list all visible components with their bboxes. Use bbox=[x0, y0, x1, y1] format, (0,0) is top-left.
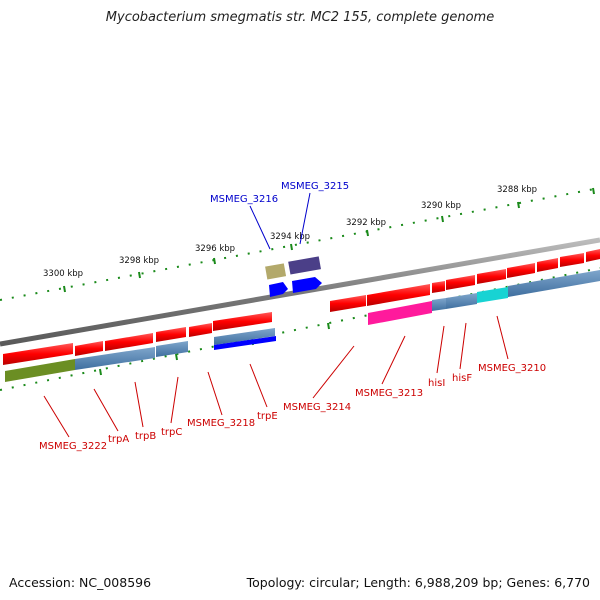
gene-arrow[interactable] bbox=[507, 263, 535, 278]
kbp-label: 3300 kbp bbox=[43, 269, 83, 279]
gene-arrow[interactable] bbox=[75, 341, 103, 356]
kbp-label: 3292 kbp bbox=[346, 218, 386, 228]
map-title: Mycobacterium smegmatis str. MC2 155, co… bbox=[105, 10, 495, 25]
gene-label-msmeg-3214[interactable]: MSMEG_3214 bbox=[283, 402, 351, 413]
gene-feature[interactable] bbox=[288, 256, 321, 275]
gene-arrow[interactable] bbox=[3, 343, 73, 365]
gene-label-trpc[interactable]: trpC bbox=[161, 427, 182, 438]
gene-label-msmeg-3210[interactable]: MSMEG_3210 bbox=[478, 363, 546, 374]
gene-label-msmeg-3218[interactable]: MSMEG_3218 bbox=[187, 418, 255, 429]
gene-feature[interactable] bbox=[265, 263, 287, 280]
outer-scale-ticks bbox=[63, 187, 595, 293]
gene-arrow[interactable] bbox=[367, 284, 430, 306]
gene-label-msmeg-3215[interactable]: MSMEG_3215 bbox=[281, 181, 349, 192]
kbp-label: 3288 kbp bbox=[497, 185, 537, 195]
reverse-label-lines bbox=[43, 315, 509, 438]
gene-arrow[interactable] bbox=[330, 295, 366, 312]
gene-label-msmeg-3213[interactable]: MSMEG_3213 bbox=[355, 388, 423, 399]
gene-arrow[interactable] bbox=[269, 282, 288, 297]
annotation-bar[interactable] bbox=[214, 336, 276, 350]
gene-arrow[interactable] bbox=[213, 312, 272, 331]
kbp-label: 3290 kbp bbox=[421, 201, 461, 211]
gene-label-msmeg-3222[interactable]: MSMEG_3222 bbox=[39, 441, 107, 452]
annotation-bar[interactable] bbox=[156, 341, 188, 357]
scale-labels: 3300 kbp 3298 kbp 3296 kbp 3294 kbp 3292… bbox=[43, 185, 537, 279]
forward-genes[interactable] bbox=[265, 256, 322, 297]
gene-arrow[interactable] bbox=[105, 333, 153, 351]
reverse-gene-labels[interactable]: MSMEG_3222 trpA trpB trpC MSMEG_3218 trp… bbox=[39, 363, 546, 452]
gene-label-trpe[interactable]: trpE bbox=[257, 411, 278, 422]
kbp-label: 3294 kbp bbox=[270, 232, 310, 242]
gene-arrow[interactable] bbox=[560, 253, 584, 267]
annotation-bars[interactable] bbox=[5, 270, 600, 382]
genome-summary-text: Topology: circular; Length: 6,988,209 bp… bbox=[246, 575, 590, 590]
annotation-bar[interactable] bbox=[432, 298, 446, 311]
gene-label-hisf[interactable]: hisF bbox=[452, 373, 472, 384]
gene-label-hisi[interactable]: hisI bbox=[428, 378, 445, 389]
kbp-label: 3298 kbp bbox=[119, 256, 159, 266]
annotation-bar[interactable] bbox=[446, 293, 477, 309]
gene-arrow[interactable] bbox=[156, 327, 186, 342]
annotation-bar[interactable] bbox=[508, 270, 600, 297]
gene-arrow[interactable] bbox=[292, 277, 322, 293]
annotation-bar[interactable] bbox=[214, 328, 275, 345]
annotation-bar[interactable] bbox=[368, 301, 432, 325]
gene-arrow[interactable] bbox=[537, 258, 558, 272]
annotation-bar[interactable] bbox=[5, 359, 75, 382]
accession-text: Accession: NC_008596 bbox=[9, 575, 152, 590]
gene-arrow[interactable] bbox=[477, 269, 506, 284]
gene-arrow[interactable] bbox=[432, 281, 445, 293]
gene-arrow[interactable] bbox=[189, 323, 212, 337]
annotation-bar[interactable] bbox=[477, 287, 508, 303]
genome-backbone bbox=[0, 237, 600, 347]
gene-arrow[interactable] bbox=[586, 249, 600, 262]
gene-label-trpa[interactable]: trpA bbox=[108, 434, 129, 445]
annotation-bar[interactable] bbox=[75, 347, 155, 370]
gene-label-msmeg-3216[interactable]: MSMEG_3216 bbox=[210, 194, 278, 205]
kbp-label: 3296 kbp bbox=[195, 244, 235, 254]
reverse-genes[interactable] bbox=[3, 249, 600, 365]
gene-arrow[interactable] bbox=[446, 275, 475, 290]
gene-label-trpb[interactable]: trpB bbox=[135, 431, 156, 442]
forward-label-lines bbox=[249, 192, 311, 250]
